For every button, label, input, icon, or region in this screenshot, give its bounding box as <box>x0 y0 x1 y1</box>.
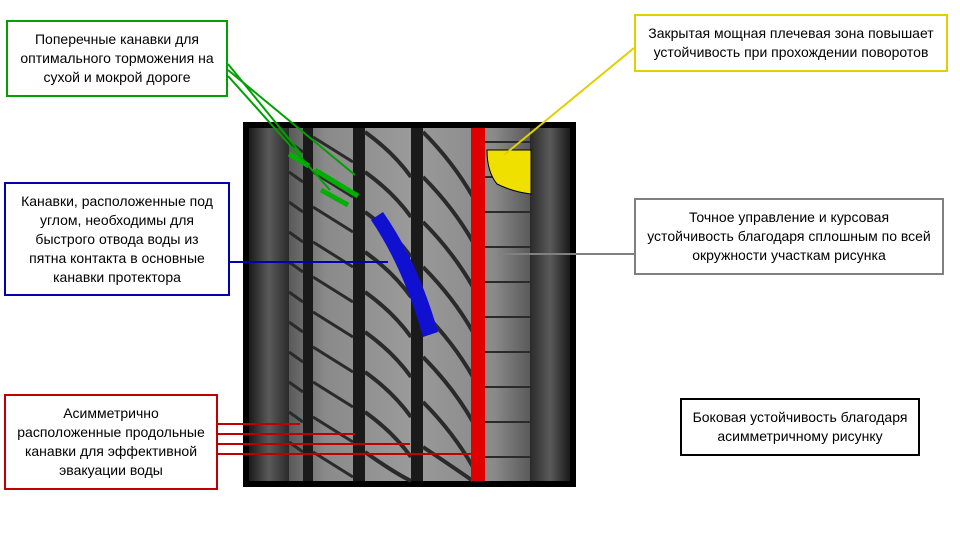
tire-sidewall-right <box>530 128 570 481</box>
callout-lateral-stability: Боковая устойчивость благодаря асимметри… <box>680 398 920 456</box>
tire-diagram <box>243 122 576 487</box>
callout-text: Поперечные канавки для оптимального торм… <box>20 31 213 85</box>
tire-svg <box>243 122 576 487</box>
callout-text: Точное управление и курсовая устойчивост… <box>647 209 931 263</box>
callout-continuous-ribs: Точное управление и курсовая устойчивост… <box>634 198 944 275</box>
callout-asymmetric-grooves: Асимметрично расположенные продольные ка… <box>4 394 218 490</box>
groove-2 <box>353 128 365 481</box>
red-highlight <box>471 128 485 481</box>
groove-1 <box>303 128 313 481</box>
callout-text: Канавки, расположенные под углом, необхо… <box>21 193 213 285</box>
callout-text: Асимметрично расположенные продольные ка… <box>17 405 204 478</box>
callout-transverse-grooves: Поперечные канавки для оптимального торм… <box>6 20 228 97</box>
tire-sidewall-left <box>249 128 289 481</box>
callout-shoulder-zone: Закрытая мощная плечевая зона повышает у… <box>634 14 948 72</box>
callout-angled-grooves: Канавки, расположенные под углом, необхо… <box>4 182 230 296</box>
callout-text: Боковая устойчивость благодаря асимметри… <box>693 409 908 444</box>
callout-text: Закрытая мощная плечевая зона повышает у… <box>648 25 933 60</box>
